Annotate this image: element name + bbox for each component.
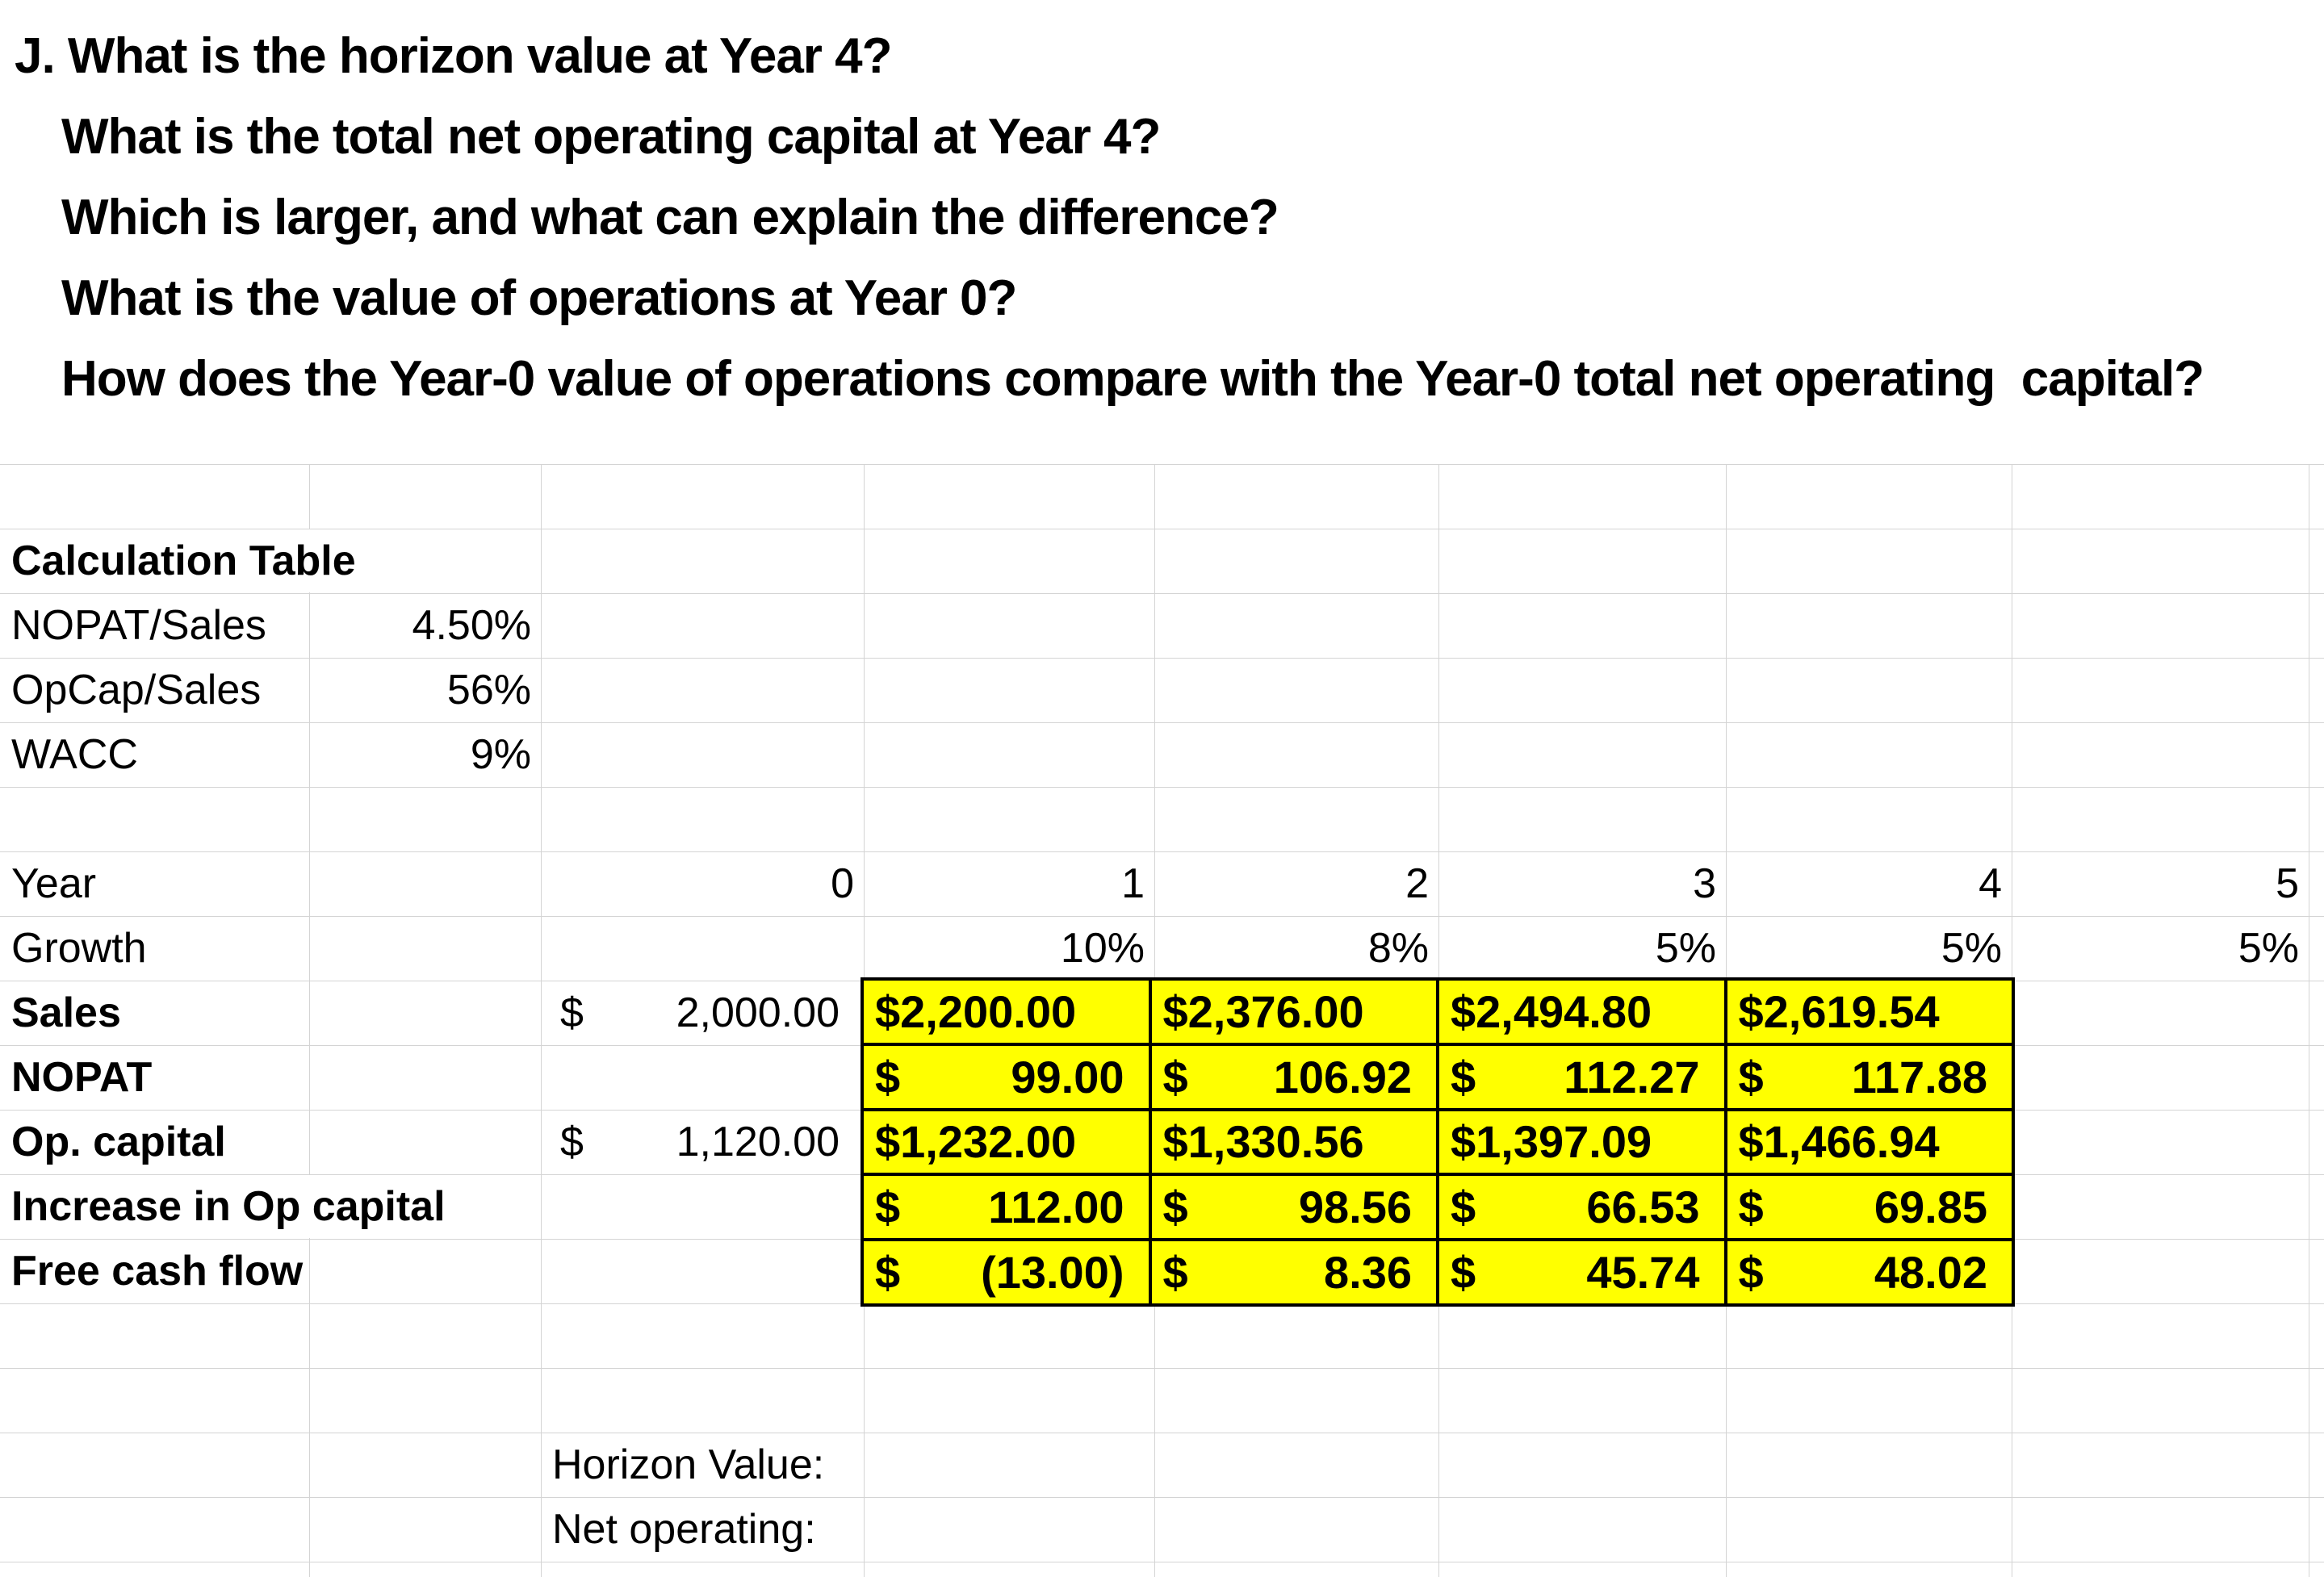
currency-symbol: $ (1738, 1051, 1764, 1102)
currency-symbol: $ (1162, 1247, 1188, 1299)
cell-wacc-label[interactable]: WACC (11, 731, 138, 778)
cell-nopat-sales-value[interactable]: 4.50% (412, 602, 531, 649)
amount: 106.92 (1273, 1051, 1412, 1102)
cell-fcf-y2[interactable]: $8.36 (1151, 1241, 1436, 1303)
cell-increase-y1[interactable]: $112.00 (864, 1176, 1149, 1239)
cell-calc-table-title[interactable]: Calculation Table (11, 529, 362, 592)
currency-symbol: $ (875, 1182, 901, 1233)
amount: 8.36 (1324, 1247, 1412, 1299)
amount: $1,397.09 (1451, 1116, 1652, 1168)
cell-increase-y3[interactable]: $66.53 (1439, 1176, 1724, 1239)
cell-sales-label[interactable]: Sales (11, 981, 128, 1044)
cell-growth-y4[interactable]: 5% (1941, 925, 2002, 972)
amount: $1,232.00 (875, 1116, 1077, 1168)
cell-year-label[interactable]: Year (11, 860, 97, 907)
cell-sales-y4[interactable]: $2,619.54 (1727, 981, 2012, 1043)
cell-wacc-value[interactable]: 9% (470, 731, 531, 778)
amount: 98.56 (1298, 1182, 1412, 1233)
amount: $1,330.56 (1162, 1116, 1364, 1168)
amount: 48.02 (1874, 1247, 1987, 1299)
cell-opcap-y4[interactable]: $1,466.94 (1727, 1111, 2012, 1173)
amount: $2,619.54 (1738, 985, 1940, 1037)
question-line-2: What is the total net operating capital … (61, 109, 1161, 165)
currency-symbol: $ (875, 1051, 901, 1102)
currency-symbol: $ (1451, 1051, 1476, 1102)
currency-symbol: $ (1738, 1247, 1764, 1299)
cell-fcf-y1[interactable]: $ (13.00) (864, 1241, 1149, 1303)
amount: 117.88 (1851, 1051, 1987, 1102)
cell-nopat-y4[interactable]: $117.88 (1727, 1045, 2012, 1108)
currency-symbol: $ (1162, 1051, 1188, 1102)
cell-year-5[interactable]: 5 (2276, 860, 2299, 907)
cell-growth-y3[interactable]: 5% (1655, 925, 1716, 972)
cell-fcf-y4[interactable]: $48.02 (1727, 1241, 2012, 1303)
cell-opcap-y3[interactable]: $1,397.09 (1439, 1111, 1724, 1173)
cell-year-4[interactable]: 4 (1979, 860, 2002, 907)
cell-opcap-sales-label[interactable]: OpCap/Sales (11, 667, 262, 713)
cell-increase-y4[interactable]: $69.85 (1727, 1176, 2012, 1239)
cell-opcap-sales-value[interactable]: 56% (446, 667, 531, 713)
cell-growth-y2[interactable]: 8% (1367, 925, 1429, 972)
currency-symbol: $ (1162, 1182, 1188, 1233)
amount: $2,200.00 (875, 985, 1077, 1037)
cell-sales-y1[interactable]: $2,200.00 (864, 981, 1149, 1043)
amount: $2,494.80 (1451, 985, 1652, 1037)
cell-year-2[interactable]: 2 (1405, 860, 1429, 907)
cell-nopat-y1[interactable]: $99.00 (864, 1045, 1149, 1108)
currency-symbol: $ (875, 1247, 901, 1299)
question-line-4: What is the value of operations at Year … (61, 270, 1017, 326)
cell-opcap-y2[interactable]: $1,330.56 (1151, 1111, 1436, 1173)
amount: 2,000.00 (676, 989, 840, 1036)
cell-free-cash-flow-label[interactable]: Free cash flow (11, 1240, 310, 1303)
amount: $2,376.00 (1162, 985, 1364, 1037)
cell-net-operating-label[interactable]: Net operating: (552, 1506, 816, 1553)
currency-symbol: $ (1451, 1247, 1476, 1299)
cell-year-3[interactable]: 3 (1693, 860, 1716, 907)
amount: $1,466.94 (1738, 1116, 1940, 1168)
amount: 112.00 (988, 1182, 1124, 1233)
cell-opcap-label[interactable]: Op. capital (11, 1111, 232, 1173)
cell-year-0[interactable]: 0 (831, 860, 854, 907)
amount: 1,120.00 (676, 1119, 840, 1165)
cell-growth-y1[interactable]: 10% (1060, 925, 1145, 972)
amount: (13.00) (981, 1247, 1124, 1299)
cell-nopat-y2[interactable]: $106.92 (1151, 1045, 1436, 1108)
cell-nopat-label[interactable]: NOPAT (11, 1046, 159, 1109)
cell-increase-y2[interactable]: $98.56 (1151, 1176, 1436, 1239)
cell-growth-label[interactable]: Growth (11, 925, 147, 972)
currency-symbol: $ (1451, 1182, 1476, 1233)
cell-sales-year0[interactable]: $ 2,000.00 (541, 981, 864, 1044)
cell-sales-y3[interactable]: $2,494.80 (1439, 981, 1724, 1043)
question-line-5: How does the Year-0 value of operations … (61, 351, 2205, 407)
questions-block: J. What is the horizon value at Year 4? … (15, 16, 2205, 420)
cell-opcap-year0[interactable]: $ 1,120.00 (541, 1111, 864, 1173)
cell-nopat-sales-label[interactable]: NOPAT/Sales (11, 602, 266, 649)
cell-sales-y2[interactable]: $2,376.00 (1151, 981, 1436, 1043)
amount: 112.27 (1564, 1051, 1700, 1102)
cell-growth-y5[interactable]: 5% (2238, 925, 2299, 972)
amount: 45.74 (1586, 1247, 1700, 1299)
cell-year-1[interactable]: 1 (1121, 860, 1145, 907)
highlight-block: $2,200.00 $2,376.00 $2,494.80 $2,619.54 … (861, 977, 2015, 1307)
amount: 69.85 (1874, 1182, 1987, 1233)
question-line-1: J. What is the horizon value at Year 4? (15, 28, 893, 84)
amount: 99.00 (1011, 1051, 1124, 1102)
cell-increase-op-capital-label[interactable]: Increase in Op capital (11, 1175, 452, 1238)
currency-symbol: $ (560, 989, 584, 1036)
cell-fcf-y3[interactable]: $45.74 (1439, 1241, 1724, 1303)
currency-symbol: $ (1738, 1182, 1764, 1233)
question-line-3: Which is larger, and what can explain th… (61, 190, 1279, 245)
cell-opcap-y1[interactable]: $1,232.00 (864, 1111, 1149, 1173)
cell-nopat-y3[interactable]: $112.27 (1439, 1045, 1724, 1108)
currency-symbol: $ (560, 1119, 584, 1165)
cell-horizon-value-label[interactable]: Horizon Value: (552, 1441, 825, 1488)
amount: 66.53 (1586, 1182, 1700, 1233)
